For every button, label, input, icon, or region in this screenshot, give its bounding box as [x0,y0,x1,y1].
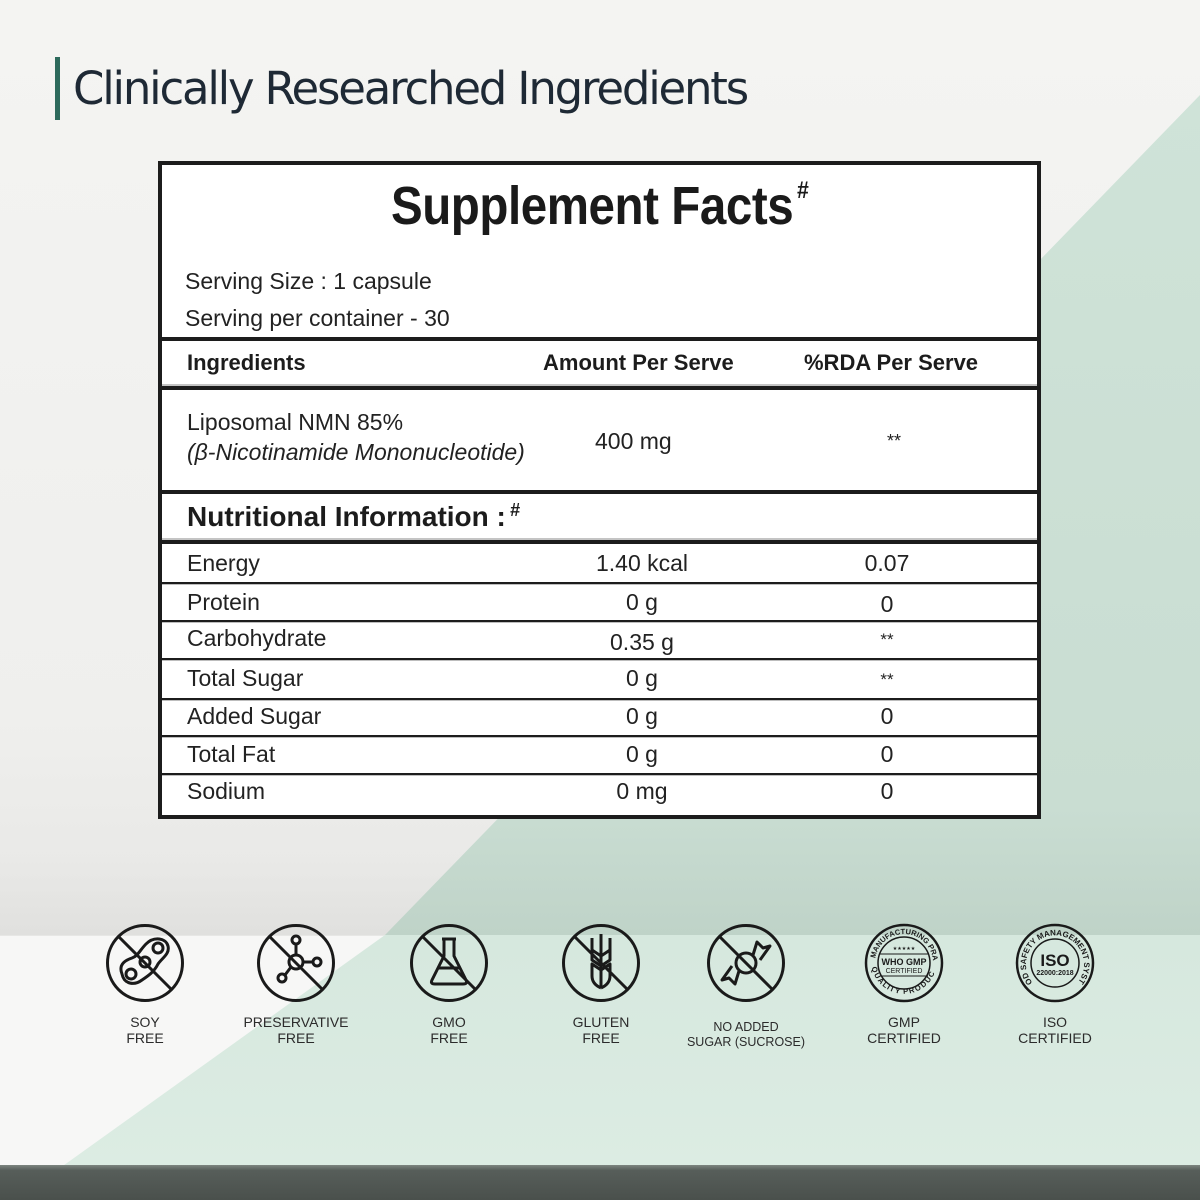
badge-label-line1: ISO [1042,1014,1068,1030]
facts-title-mark: # [796,177,809,204]
no-preservative-icon [257,924,335,1002]
certification-badges: SOY FREE PRESERVATIVE FREE [0,922,1200,1062]
badge-iso-certified: FOOD SAFETY MANAGEMENT SYSTEM ISO 22000:… [975,922,1135,1046]
badge-no-added-sugar: NO ADDED SUGAR (SUCROSE) [666,922,826,1050]
iso-seal-icon: FOOD SAFETY MANAGEMENT SYSTEM ISO 22000:… [1014,922,1095,1003]
nutrient-amount: 0 g [626,665,658,691]
nutrient-label: Sodium [187,778,265,804]
row-divider [162,658,1037,660]
badge-soy-free: SOY FREE [65,922,225,1046]
serving-size: Serving Size : 1 capsule [185,268,432,294]
nutrient-amount: 0 g [626,741,658,767]
facts-title-text: Supplement Facts [390,176,794,236]
page-title: Clinically Researched Ingredients [73,62,749,115]
no-soy-icon [106,924,184,1002]
ingredient-rda: ** [887,431,902,451]
nutrient-amount: 0 mg [616,778,668,804]
badge-label: GMP CERTIFIED [824,1014,984,1046]
badge-label-line1: PRESERVATIVE [243,1014,349,1030]
badge-gmo-free: GMO FREE [369,922,529,1046]
badge-label-line1: GLUTEN [572,1014,630,1030]
row-divider [162,735,1037,737]
divider [162,490,1037,494]
nutrient-rda: 0 [880,778,894,804]
nutrient-rda: ** [880,630,894,649]
badge-label-line2: SUGAR (SUCROSE) [686,1035,806,1049]
nutrition-row-protein: Protein 0 g 0 [162,584,1037,621]
column-header-ingredients: Ingredients [187,350,306,375]
nutrient-rda: 0 [880,741,894,767]
ingredient-subname: (β-Nicotinamide Mononucleotide) [187,439,525,465]
svg-text:ISO: ISO [1040,951,1069,970]
gmp-seal-icon: GOOD MANUFACTURING PRACTICE QUALITY PROD… [863,922,944,1003]
nutrition-heading: Nutritional Information : # [187,500,520,533]
badge-label: SOY FREE [65,1014,225,1046]
nutrient-label: Total Sugar [187,665,304,691]
badge-gmp-certified: GOOD MANUFACTURING PRACTICE QUALITY PROD… [824,922,984,1046]
nutrition-row-energy: Energy 1.40 kcal 0.07 [162,545,1037,582]
badge-label-line1: NO ADDED [713,1020,779,1034]
badge-label-line1: SOY [130,1014,160,1030]
row-divider [162,620,1037,622]
nutrient-rda: 0 [880,703,894,729]
svg-text:★★★★★: ★★★★★ [893,946,916,952]
badge-label: GLUTEN FREE [521,1014,681,1046]
nutrition-row-carbohydrate: Carbohydrate 0.35 g ** [162,620,1037,657]
svg-text:CERTIFIED: CERTIFIED [886,968,923,975]
badge-label: ISO CERTIFIED [975,1014,1135,1046]
badge-label-line2: FREE [582,1030,620,1046]
badge-label-line2: FREE [430,1030,468,1046]
page-header: Clinically Researched Ingredients [55,57,749,120]
nutrient-label: Carbohydrate [187,625,327,651]
nutrient-label: Total Fat [187,741,276,767]
divider [162,337,1037,341]
row-divider [162,773,1037,775]
nutrient-label: Added Sugar [187,703,322,729]
nutrient-label: Protein [187,589,260,615]
nutrient-amount: 0 g [626,703,658,729]
badge-label: PRESERVATIVE FREE [216,1014,376,1046]
column-header-rda: %RDA Per Serve [804,350,979,375]
nutrition-row-total-sugar: Total Sugar 0 g ** [162,660,1037,697]
title-accent-bar [55,57,60,120]
badge-label: GMO FREE [369,1014,529,1046]
svg-text:WHO GMP: WHO GMP [882,957,927,967]
nutrition-row-sodium: Sodium 0 mg 0 [162,773,1037,810]
nutrition-row-added-sugar: Added Sugar 0 g 0 [162,698,1037,735]
badge-label-line2: FREE [126,1030,164,1046]
badge-label: NO ADDED SUGAR (SUCROSE) [666,1020,826,1050]
badge-label-line2: FREE [277,1030,315,1046]
badge-label-line1: GMO [432,1014,466,1030]
no-gmo-icon [410,924,488,1002]
nutrient-label: Energy [187,550,260,576]
nutrient-rda: 0 [880,591,894,617]
supplement-facts-title: Supplement Facts # [215,175,985,237]
badge-label-line2: CERTIFIED [1018,1030,1092,1046]
badge-gluten-free: GLUTEN FREE [521,922,681,1046]
divider [162,540,1037,544]
svg-text:22000:2018: 22000:2018 [1036,970,1073,977]
no-added-sugar-icon [707,924,785,1002]
ingredient-name: Liposomal NMN 85% [187,409,404,435]
badge-label-line1: GMP [888,1014,920,1030]
ingredient-amount: 400 mg [595,428,672,454]
column-header-amount: Amount Per Serve [543,350,734,375]
row-divider [162,698,1037,700]
nutrient-amount: 0 g [626,589,658,615]
supplement-facts-panel: Supplement Facts # Serving Size : 1 capsu… [158,161,1041,819]
servings-per-container: Serving per container - 30 [185,305,450,331]
nutrient-rda: ** [880,670,894,689]
badge-preservative-free: PRESERVATIVE FREE [216,922,376,1046]
nutrition-heading-text: Nutritional Information : [187,501,506,532]
nutrient-rda: 0.07 [864,550,910,576]
divider [162,386,1037,390]
nutrient-amount: 1.40 kcal [595,550,689,576]
nutrition-row-total-fat: Total Fat 0 g 0 [162,736,1037,773]
nutrition-heading-mark: # [509,500,520,520]
no-gluten-icon [562,924,640,1002]
row-divider [162,582,1037,584]
badge-label-line2: CERTIFIED [867,1030,941,1046]
nutrient-amount: 0.35 g [610,629,674,655]
